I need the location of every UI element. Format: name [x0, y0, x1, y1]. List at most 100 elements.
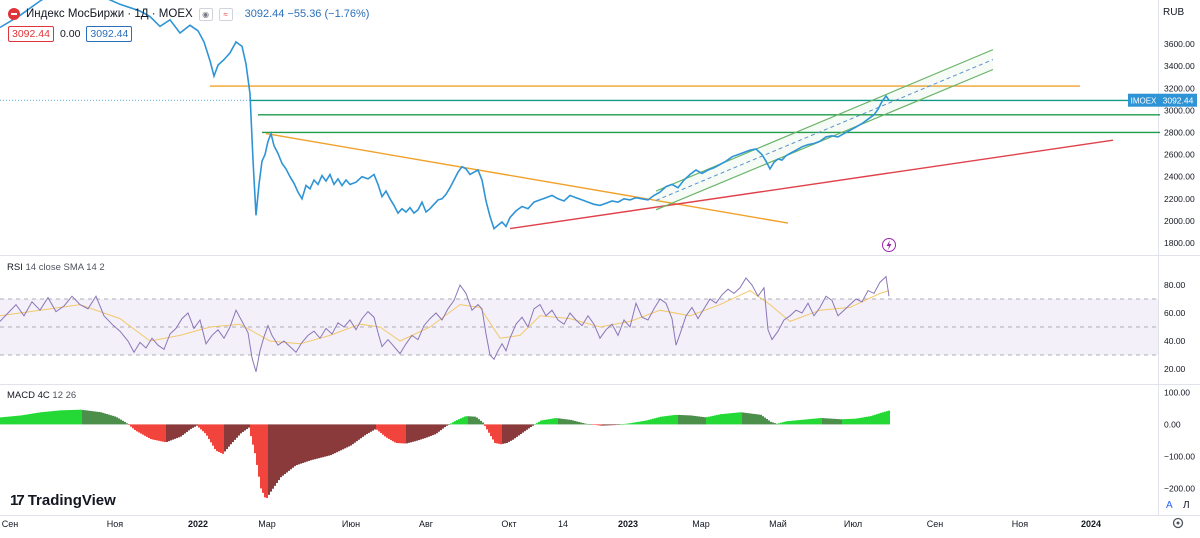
log-scale-button[interactable]: Л	[1183, 500, 1190, 511]
macd-bar	[104, 413, 106, 425]
macd-bar	[334, 424, 336, 454]
macd-bar	[760, 414, 762, 425]
macd-bar	[70, 410, 72, 425]
macd-bar	[664, 416, 666, 425]
macd-bar	[514, 424, 516, 439]
macd-bar	[136, 424, 138, 432]
ascending-support-line[interactable]	[509, 139, 1114, 230]
macd-bar	[840, 419, 842, 425]
macd-bar	[382, 424, 384, 435]
macd-bar	[256, 424, 258, 465]
trade-buttons: 3092.44 0.00 3092.44	[8, 26, 133, 42]
macd-legend[interactable]: MACD 4C 12 26	[7, 390, 76, 401]
macd-bar	[714, 415, 716, 425]
macd-bar	[76, 409, 78, 425]
macd-bar	[204, 424, 206, 434]
macd-bar	[226, 424, 228, 450]
macd-bar	[558, 418, 560, 425]
macd-bar	[508, 424, 510, 442]
descending-trend-line[interactable]	[265, 132, 789, 224]
macd-bar	[56, 410, 58, 425]
gear-icon[interactable]	[1172, 517, 1184, 529]
macd-tick-label: 0.00	[1164, 419, 1181, 429]
macd-bar	[282, 424, 284, 476]
macd-bar	[214, 424, 216, 449]
macd-bar	[54, 410, 56, 425]
macd-bar	[50, 411, 52, 425]
macd-bar	[808, 419, 810, 425]
price-series-line[interactable]	[0, 0, 890, 230]
channel-lower-line[interactable]	[655, 68, 994, 211]
macd-bar	[876, 414, 878, 425]
macd-bar	[474, 416, 476, 425]
auto-scale-button[interactable]: A	[1166, 500, 1173, 511]
macd-bar	[178, 424, 180, 438]
macd-bar	[410, 424, 412, 443]
rsi-tick-label: 80.00	[1164, 280, 1186, 290]
macd-bar	[12, 416, 14, 425]
macd-bar	[330, 424, 332, 456]
moex-logo-icon	[8, 8, 20, 20]
tradingview-logo[interactable]: 17 TradingView	[10, 492, 116, 509]
macd-bar	[510, 424, 512, 441]
macd-bar	[106, 414, 108, 425]
macd-bar	[44, 411, 46, 425]
macd-bar	[834, 418, 836, 425]
price-tick-label: 3600.00	[1164, 39, 1195, 49]
macd-bar	[200, 424, 202, 430]
macd-bar	[296, 424, 298, 466]
macd-bar	[516, 424, 518, 437]
macd-bar	[490, 424, 492, 437]
last-price-tag	[1159, 93, 1197, 107]
macd-bar	[866, 416, 868, 425]
channel-mid-line[interactable]	[655, 59, 994, 201]
alert-icon[interactable]: ≈	[218, 7, 233, 21]
macd-bar	[660, 416, 662, 425]
macd-bar	[128, 424, 130, 425]
macd-bar	[772, 422, 774, 425]
macd-bar	[38, 412, 40, 425]
macd-bar	[562, 418, 564, 425]
macd-bar	[778, 423, 780, 425]
macd-bar	[756, 414, 758, 425]
macd-bar	[770, 421, 772, 425]
macd-bar	[322, 424, 324, 458]
channel-upper-line[interactable]	[655, 49, 994, 192]
macd-bar	[630, 423, 632, 425]
symbol-title[interactable]: Индекс МосБиржи · 1Д · MOEX	[26, 8, 193, 20]
rsi-tick-label: 40.00	[1164, 336, 1186, 346]
macd-bar	[380, 424, 382, 434]
macd-bar	[20, 415, 22, 425]
macd-bar	[386, 424, 388, 438]
macd-bar	[374, 424, 376, 430]
currency-label[interactable]: RUB	[1163, 7, 1185, 18]
macd-bar	[402, 424, 404, 444]
rsi-line[interactable]	[0, 275, 890, 372]
macd-bar	[600, 424, 602, 426]
macd-bar	[632, 422, 634, 425]
macd-bar	[548, 419, 550, 425]
macd-bar	[240, 424, 242, 434]
macd-bar	[524, 424, 526, 432]
rsi-legend[interactable]: RSI 14 close SMA 14 2	[7, 262, 105, 273]
macd-bar	[108, 414, 110, 425]
macd-bar	[32, 413, 34, 425]
macd-bar	[364, 424, 366, 436]
macd-bar	[584, 423, 586, 425]
macd-bar	[716, 415, 718, 425]
rsi-params: 14 close SMA 14 2	[25, 262, 105, 273]
macd-bar	[278, 424, 280, 481]
sell-button[interactable]: 3092.44	[8, 26, 54, 42]
eye-icon[interactable]: ◉	[198, 7, 213, 21]
macd-bar	[310, 424, 312, 461]
buy-button[interactable]: 3092.44	[86, 26, 133, 42]
macd-bar	[436, 424, 438, 434]
macd-bar	[404, 424, 406, 444]
macd-bar	[788, 421, 790, 425]
macd-bar	[362, 424, 364, 437]
macd-bar	[496, 424, 498, 444]
macd-bar	[568, 419, 570, 425]
macd-bar	[184, 424, 186, 434]
macd-bar	[224, 424, 226, 452]
